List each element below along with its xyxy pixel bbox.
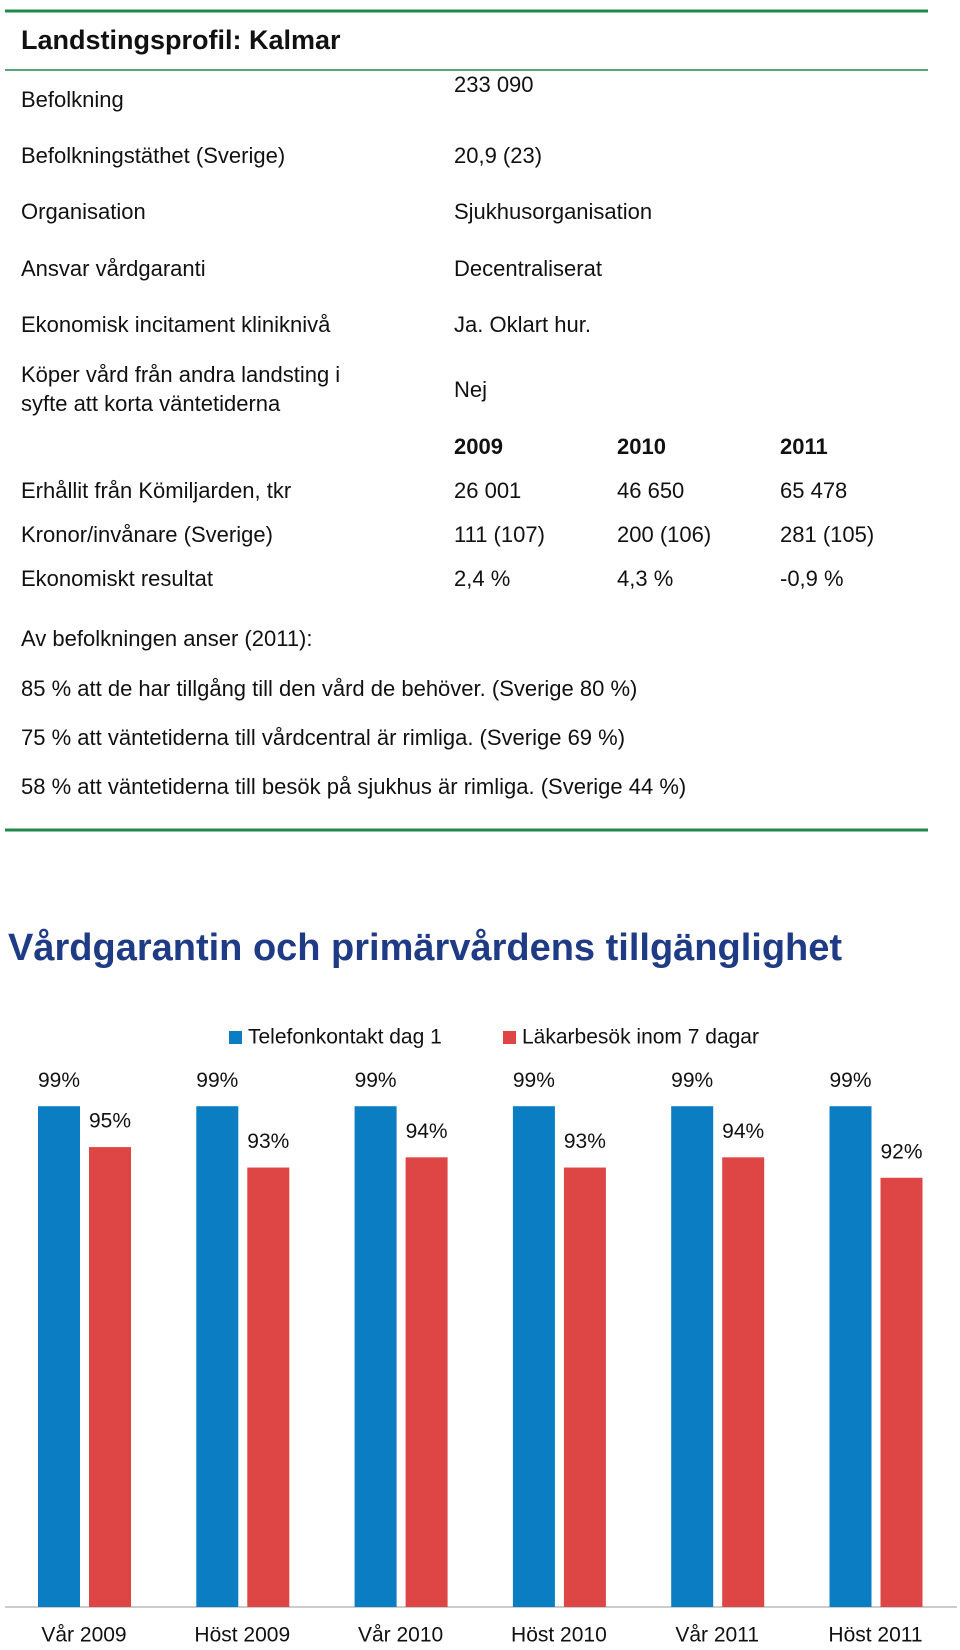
row-label: Ekonomiskt resultat — [21, 566, 213, 591]
fact-value: Ja. Oklart hur. — [454, 312, 591, 337]
row-label: Kronor/invånare (Sverige) — [21, 522, 273, 547]
bar — [354, 1106, 397, 1607]
survey-line: 75 % att väntetiderna till vårdcentral ä… — [21, 725, 625, 750]
fact-value: Sjukhusorganisation — [454, 199, 652, 224]
x-tick-label: Höst 2011 — [828, 1624, 922, 1647]
fact-label: Ansvar vårdgaranti — [21, 256, 206, 281]
value-label: 94% — [406, 1120, 448, 1143]
fact-label: Ekonomisk incitament kliniknivå — [21, 312, 331, 337]
cell: 65 478 — [780, 478, 847, 503]
year-header: 2011 — [780, 434, 828, 459]
bar — [405, 1157, 448, 1607]
legend-swatch — [503, 1031, 516, 1044]
x-tick-label: Vår 2011 — [675, 1624, 759, 1647]
cell: 2,4 % — [454, 566, 510, 591]
value-label: 93% — [564, 1130, 606, 1153]
x-tick-label: Vår 2010 — [358, 1624, 443, 1647]
value-label: 99% — [38, 1069, 80, 1092]
value-label: 92% — [880, 1140, 922, 1163]
bar — [671, 1106, 714, 1607]
value-label: 99% — [671, 1069, 713, 1092]
bar — [880, 1177, 923, 1607]
fact-label: Befolkningstäthet (Sverige) — [21, 143, 285, 168]
fact-label: Befolkning — [21, 87, 124, 112]
legend-swatch — [229, 1031, 242, 1044]
cell: 4,3 % — [617, 566, 673, 591]
x-tick-label: Höst 2010 — [511, 1624, 607, 1647]
bar — [829, 1106, 872, 1607]
bar — [89, 1147, 131, 1607]
legend-label: Telefonkontakt dag 1 — [248, 1026, 442, 1049]
cell: -0,9 % — [780, 566, 844, 591]
fact-value: Nej — [454, 377, 487, 402]
year-header: 2009 — [454, 434, 503, 459]
value-label: 99% — [355, 1069, 397, 1092]
row-label: Erhållit från Kömiljarden, tkr — [21, 478, 291, 503]
bar — [512, 1106, 555, 1607]
fact-value: 233 090 — [454, 72, 534, 97]
bar — [38, 1106, 80, 1607]
survey-heading: Av befolkningen anser (2011): — [21, 626, 313, 651]
x-tick-label: Vår 2009 — [41, 1624, 126, 1647]
cell: 111 (107) — [454, 522, 545, 547]
survey-line: 85 % att de har tillgång till den vård d… — [21, 676, 637, 701]
survey-line: 58 % att väntetiderna till besök på sjuk… — [21, 774, 686, 799]
fact-label: Köper vård från andra landsting i — [21, 362, 340, 387]
fact-label: syfte att korta väntetiderna — [21, 391, 281, 416]
bar — [196, 1106, 239, 1607]
value-label: 99% — [829, 1069, 871, 1092]
bar — [247, 1167, 290, 1607]
cell: 281 (105) — [780, 522, 874, 547]
cell: 26 001 — [454, 478, 521, 503]
legend-label: Läkarbesök inom 7 dagar — [522, 1026, 759, 1049]
cell: 46 650 — [617, 478, 684, 503]
bar — [722, 1157, 765, 1607]
chart-title: Vårdgarantin och primärvårdens tillgängl… — [8, 927, 842, 969]
profile-title: Landstingsprofil: Kalmar — [21, 25, 341, 55]
fact-value: 20,9 (23) — [454, 143, 542, 168]
cell: 200 (106) — [617, 522, 711, 547]
fact-value: Decentraliserat — [454, 256, 602, 281]
value-label: 94% — [722, 1120, 764, 1143]
value-label: 95% — [89, 1110, 131, 1133]
value-label: 99% — [513, 1069, 555, 1092]
x-tick-label: Höst 2009 — [194, 1624, 290, 1647]
year-header: 2010 — [617, 434, 666, 459]
bar — [563, 1167, 606, 1607]
fact-label: Organisation — [21, 199, 146, 224]
value-label: 93% — [247, 1130, 289, 1153]
value-label: 99% — [196, 1069, 238, 1092]
